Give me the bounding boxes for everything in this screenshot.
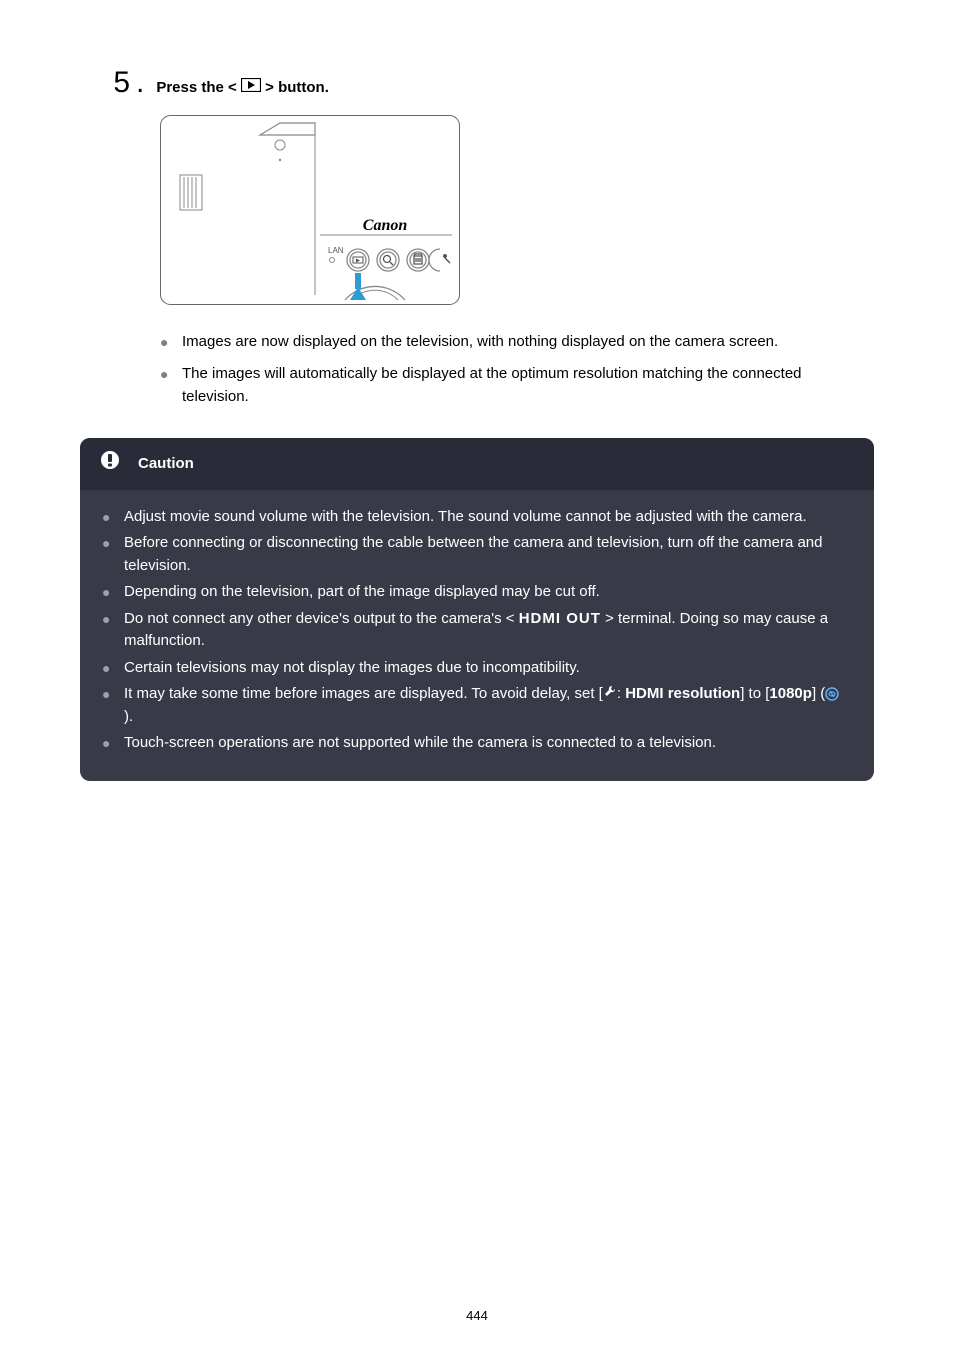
resolution-value: 1080p: [769, 685, 812, 702]
bullet-text: Depending on the television, part of the…: [124, 581, 852, 604]
bullet-text: Images are now displayed on the televisi…: [182, 331, 854, 354]
text-pre: Do not connect any other device's output…: [124, 610, 519, 627]
bullet-icon: ●: [160, 331, 182, 354]
reference-link[interactable]: [825, 685, 839, 702]
bullet-icon: ●: [102, 732, 124, 755]
svg-text:Canon: Canon: [363, 217, 408, 234]
bullet-text: Do not connect any other device's output…: [124, 608, 852, 653]
step-bullet-list: ● Images are now displayed on the televi…: [160, 331, 854, 409]
text-after3: ).: [124, 708, 133, 725]
list-item: ● Touch-screen operations are not suppor…: [102, 732, 852, 755]
caution-header: Caution: [80, 438, 874, 490]
list-item: ● It may take some time before images ar…: [102, 683, 852, 728]
list-item: ● Images are now displayed on the televi…: [160, 331, 854, 354]
step-title-pre: Press the <: [156, 79, 241, 96]
list-item: ● Before connecting or disconnecting the…: [102, 532, 852, 577]
step-heading: 5 . Press the < > button.: [80, 60, 874, 105]
bullet-icon: ●: [102, 608, 124, 653]
list-item: ● Do not connect any other device's outp…: [102, 608, 852, 653]
list-item: ● The images will automatically be displ…: [160, 363, 854, 408]
text-pre: It may take some time before images are …: [124, 685, 603, 702]
bullet-text: The images will automatically be display…: [182, 363, 854, 408]
bullet-icon: ●: [102, 506, 124, 529]
caution-title: Caution: [138, 453, 194, 476]
text-after: ] to [: [740, 685, 769, 702]
hdmi-out-label: HDMI OUT: [519, 610, 601, 627]
step-dot: .: [136, 60, 144, 105]
bullet-text: It may take some time before images are …: [124, 683, 852, 728]
bullet-icon: ●: [102, 532, 124, 577]
step-title-post: > button.: [265, 79, 329, 96]
list-item: ● Certain televisions may not display th…: [102, 657, 852, 680]
bullet-text: Touch-screen operations are not supporte…: [124, 732, 852, 755]
page-number: 444: [0, 1306, 954, 1326]
bullet-icon: ●: [102, 581, 124, 604]
step-title: Press the < > button.: [156, 77, 329, 100]
text-mid: :: [617, 685, 625, 702]
camera-illustration: Canon LAN: [160, 115, 874, 313]
text-after2: ] (: [812, 685, 825, 702]
hdmi-resolution-label: HDMI resolution: [625, 685, 740, 702]
caution-box: Caution ● Adjust movie sound volume with…: [80, 438, 874, 781]
step-number: 5: [80, 60, 130, 105]
bullet-text: Before connecting or disconnecting the c…: [124, 532, 852, 577]
caution-icon: [100, 450, 120, 478]
svg-text:LAN: LAN: [328, 246, 344, 255]
bullet-text: Certain televisions may not display the …: [124, 657, 852, 680]
play-box-icon: [241, 77, 261, 100]
list-item: ● Adjust movie sound volume with the tel…: [102, 506, 852, 529]
bullet-text: Adjust movie sound volume with the telev…: [124, 506, 852, 529]
wrench-icon: [603, 683, 617, 706]
bullet-icon: ●: [102, 657, 124, 680]
bullet-icon: ●: [160, 363, 182, 408]
caution-body: ● Adjust movie sound volume with the tel…: [80, 490, 874, 781]
bullet-icon: ●: [102, 683, 124, 728]
list-item: ● Depending on the television, part of t…: [102, 581, 852, 604]
